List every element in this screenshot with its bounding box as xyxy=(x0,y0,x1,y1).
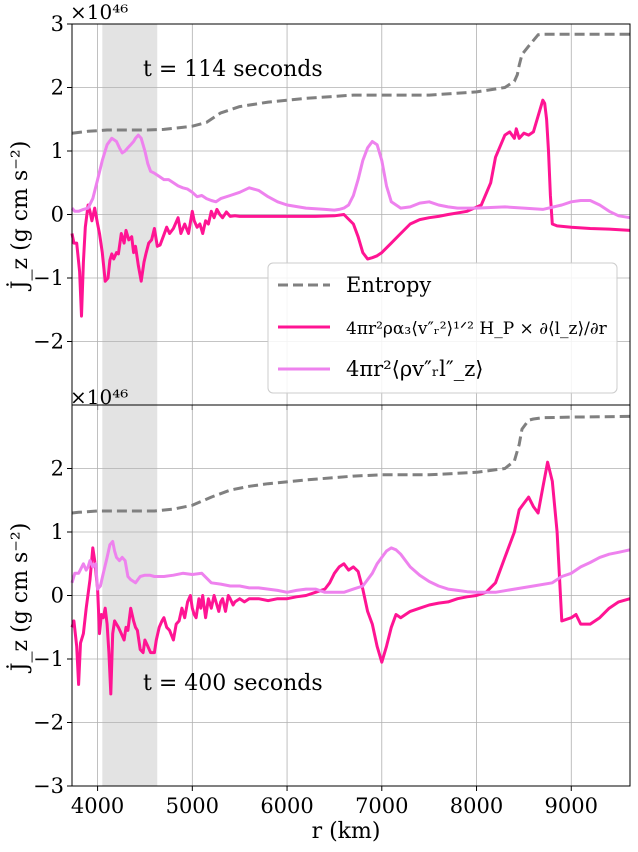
bottom-panel-time-annotation: t = 400 seconds xyxy=(143,671,323,696)
legend-label-entropy: Entropy xyxy=(346,273,431,297)
top-ytick-label: 2 xyxy=(51,76,64,100)
top-ytick-label: 0 xyxy=(51,203,64,227)
bottom-panel: 2 1 0 −1 −2 −3 4000 5000 6000 7000 8000 9000 xyxy=(33,404,631,818)
bottom-xtick-label: 9000 xyxy=(545,794,598,818)
bottom-ytick-label: −3 xyxy=(33,774,64,798)
top-ytick-label: 1 xyxy=(51,139,64,163)
bottom-xtick-label: 4000 xyxy=(71,794,124,818)
bottom-series-term1 xyxy=(70,460,631,696)
bottom-ytick-label: 0 xyxy=(51,584,64,608)
legend-label-reynolds-flux-term: 4πr²⟨ρv″ᵣl″_z⟩ xyxy=(346,357,483,381)
bottom-xtick-label: 5000 xyxy=(166,794,219,818)
bottom-ytick-label: −2 xyxy=(33,711,64,735)
top-series-entropy xyxy=(71,32,630,135)
x-axis-label: r (km) xyxy=(312,819,381,844)
top-ytick-label: 3 xyxy=(51,12,64,36)
bottom-ytick-label: 1 xyxy=(51,520,64,544)
top-panel-scale-label: ×10⁴⁶ xyxy=(70,0,128,24)
legend-frame xyxy=(267,262,618,394)
bottom-series-entropy xyxy=(71,414,631,515)
top-ytick-label: −1 xyxy=(33,266,64,290)
bottom-xtick-label: 6000 xyxy=(260,794,313,818)
legend: Entropy 4πr²ρα₃⟨v″ᵣ²⟩¹ᐟ² H_P × ∂⟨l_z⟩/∂r… xyxy=(267,262,618,394)
legend-label-mixing-length-term: 4πr²ρα₃⟨v″ᵣ²⟩¹ᐟ² H_P × ∂⟨l_z⟩/∂r xyxy=(346,319,608,339)
bottom-xtick-label: 8000 xyxy=(450,794,503,818)
top-series-term1 xyxy=(70,98,631,318)
top-ytick-label: −2 xyxy=(33,330,64,354)
top-panel-ylabel: J̇_z (g cm s⁻²) xyxy=(7,141,33,292)
top-series-term2 xyxy=(70,133,631,220)
bottom-xtick-label: 7000 xyxy=(355,794,408,818)
bottom-panel-ylabel: J̇_z (g cm s⁻²) xyxy=(7,523,33,674)
bottom-ytick-label: −1 xyxy=(33,647,64,671)
bottom-panel-scale-label: ×10⁴⁶ xyxy=(70,385,128,409)
top-panel-time-annotation: t = 114 seconds xyxy=(143,57,323,82)
bottom-ytick-label: 2 xyxy=(51,457,64,481)
bottom-series-term2 xyxy=(70,540,631,594)
